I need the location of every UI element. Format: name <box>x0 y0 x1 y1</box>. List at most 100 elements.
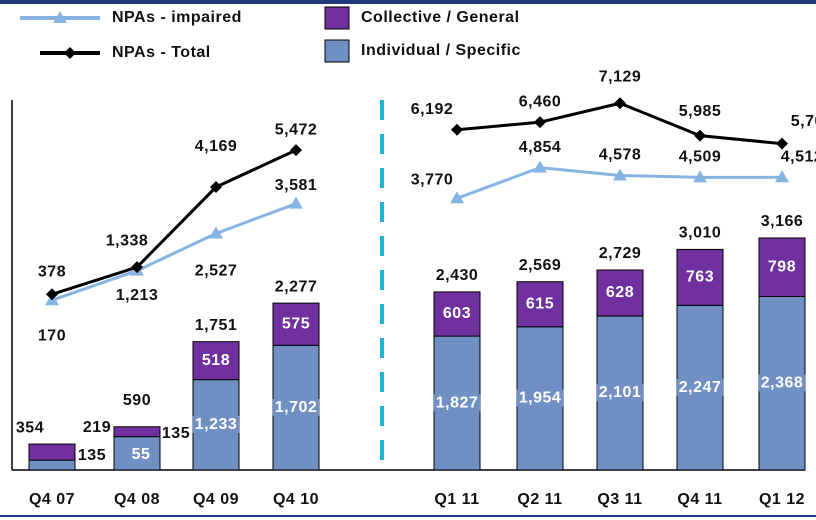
series-line <box>456 101 783 146</box>
x-tick-label: Q1 11 <box>434 491 479 508</box>
marker <box>693 170 707 183</box>
data-label: 7,129 <box>599 68 642 85</box>
label-background <box>765 258 799 276</box>
marker <box>289 196 303 209</box>
total-label: 3,166 <box>761 213 804 230</box>
x-tick-label: Q4 09 <box>193 491 239 508</box>
segment-label: 798 <box>768 258 796 275</box>
marker <box>776 137 788 150</box>
label-background <box>683 268 717 286</box>
label-background <box>129 446 153 464</box>
data-label: 3,581 <box>275 177 318 194</box>
legend-marker <box>64 47 76 59</box>
total-label: 3,010 <box>679 225 722 242</box>
marker <box>210 181 222 194</box>
legend-label: Individual / Specific <box>361 42 521 59</box>
top-bar <box>0 0 816 4</box>
marker <box>694 129 706 142</box>
segment-label: 135 <box>78 447 106 464</box>
segment-label: 55 <box>132 446 151 463</box>
data-label: 4,509 <box>679 149 722 166</box>
segment-label: 135 <box>162 425 190 442</box>
data-label: 170 <box>38 327 66 344</box>
data-label: 4,512 <box>781 149 816 166</box>
marker <box>613 168 627 181</box>
label-background <box>433 394 481 412</box>
label-background <box>192 416 240 434</box>
legend-label: Collective / General <box>361 9 520 26</box>
data-label: 1,338 <box>106 232 149 249</box>
data-label: 3,770 <box>411 172 454 189</box>
label-background <box>676 378 724 396</box>
segment-label: 603 <box>443 305 471 322</box>
data-label: 4,578 <box>599 147 642 164</box>
marker <box>131 261 143 274</box>
legend-marker <box>53 11 67 23</box>
total-label: 1,751 <box>195 317 238 334</box>
bar-segment <box>28 459 76 471</box>
label-background <box>440 305 474 323</box>
series-line <box>51 202 297 302</box>
segment-label: 2,247 <box>679 379 722 396</box>
bar-segment <box>113 426 161 438</box>
segment-label: 518 <box>202 352 230 369</box>
marker <box>46 288 58 301</box>
label-background <box>272 398 320 416</box>
x-tick-label: Q3 11 <box>597 491 642 508</box>
data-label: 1,213 <box>116 287 159 304</box>
x-tick-label: Q2 11 <box>517 491 562 508</box>
data-label: 5,472 <box>275 121 318 138</box>
legend-swatch <box>324 39 350 63</box>
x-tick-label: Q4 10 <box>273 491 319 508</box>
label-background <box>758 374 806 392</box>
x-tick-label: Q4 08 <box>114 491 160 508</box>
bar-segment <box>28 443 76 461</box>
marker <box>451 123 463 136</box>
marker <box>450 191 464 204</box>
label-background <box>596 384 644 402</box>
marker <box>290 144 302 157</box>
x-tick-label: Q1 12 <box>759 491 805 508</box>
total-label: 2,569 <box>519 257 562 274</box>
segment-label: 2,101 <box>599 384 642 401</box>
segment-label: 615 <box>526 295 554 312</box>
x-tick-label: Q4 07 <box>29 491 75 508</box>
segment-label: 628 <box>606 284 634 301</box>
marker <box>534 116 546 129</box>
data-label: 5,985 <box>679 103 722 120</box>
label-background <box>199 351 233 369</box>
segment-label: 1,702 <box>275 399 318 416</box>
marker <box>775 170 789 183</box>
data-label: 378 <box>38 264 66 281</box>
data-label: 2,527 <box>195 263 238 280</box>
x-tick-label: Q4 11 <box>677 491 722 508</box>
data-label: 6,460 <box>519 93 562 110</box>
legend-swatch <box>324 6 350 30</box>
total-label: 2,277 <box>275 278 318 295</box>
legend-label: NPAs - impaired <box>112 9 242 26</box>
legend-label: NPAs - Total <box>112 44 211 61</box>
data-label: 4,854 <box>519 139 562 156</box>
total-label: 2,430 <box>436 267 479 284</box>
data-label: 5,700 <box>791 113 816 130</box>
label-background <box>603 284 637 302</box>
label-background <box>279 315 313 333</box>
data-label: 4,169 <box>195 138 238 155</box>
total-label: 2,729 <box>599 245 642 262</box>
segment-label: 2,368 <box>761 374 804 391</box>
marker <box>614 97 626 110</box>
segment-label: 575 <box>282 315 310 332</box>
total-label: 590 <box>123 392 151 409</box>
segment-label: 1,954 <box>519 390 562 407</box>
total-label: 354 <box>16 419 44 436</box>
segment-label: 763 <box>686 269 714 286</box>
series-line <box>51 148 297 296</box>
label-background <box>523 295 557 313</box>
data-label: 6,192 <box>411 101 454 118</box>
marker <box>533 160 547 173</box>
marker <box>209 226 223 239</box>
segment-label: 1,827 <box>436 394 479 411</box>
label-background <box>516 389 564 407</box>
segment-label: 1,233 <box>195 416 238 433</box>
